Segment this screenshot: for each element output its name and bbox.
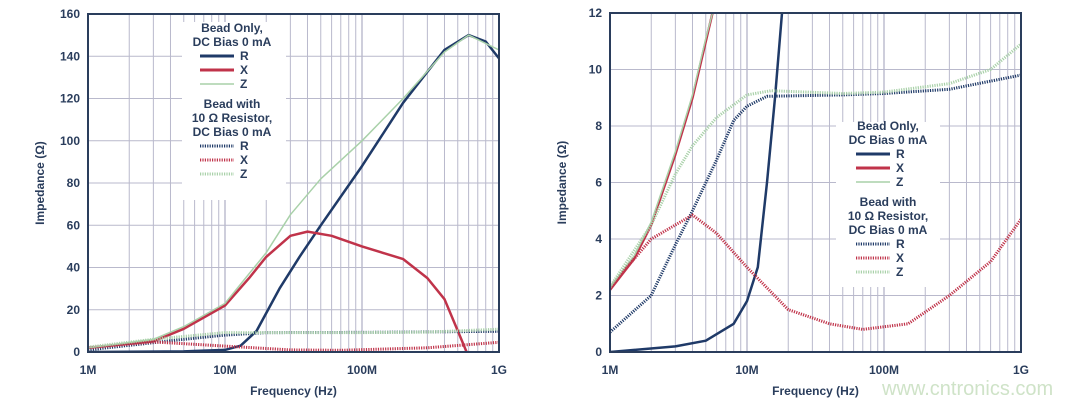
x-tick-label: 1M <box>602 363 619 377</box>
series-group2-Z <box>610 42 1021 288</box>
chart-1: 0 20 40 60 80 100 120 140 160 1M 10M 100M 1G Frequenc… <box>33 7 507 398</box>
y-tick-label: 2 <box>595 289 602 303</box>
y-tick-label: 120 <box>60 92 80 106</box>
series-group1-R <box>610 13 784 352</box>
legend-label-group1-Z: Z <box>240 77 247 91</box>
y-axis-label: Impedance (Ω) <box>33 141 47 225</box>
series-group1-R <box>88 33 499 352</box>
legend-title: Bead with <box>204 97 261 111</box>
y-tick-label: 0 <box>595 345 602 359</box>
y-tick-label: 80 <box>67 176 81 190</box>
y-axis-label: Impedance (Ω) <box>555 141 569 225</box>
x-tick-label: 10M <box>213 363 236 377</box>
x-tick-label: 1G <box>491 363 507 377</box>
series-group <box>610 13 1021 352</box>
y-tick-label: 160 <box>60 7 80 21</box>
y-tick-label: 8 <box>595 119 602 133</box>
series-group2-R <box>610 73 1021 334</box>
watermark: www.cntronics.com <box>882 378 1054 400</box>
y-tick-label: 4 <box>595 232 602 246</box>
y-tick-label: 40 <box>67 261 81 275</box>
y-tick-label: 0 <box>73 345 80 359</box>
legend-label-group1-X: X <box>240 63 248 77</box>
legend-label-group2-R: R <box>240 139 249 153</box>
legend-label-group2-Z: Z <box>240 167 247 181</box>
series-group1-Z <box>610 13 714 288</box>
legend-label-group1-R: R <box>240 49 249 63</box>
y-tick-label: 60 <box>67 218 81 232</box>
y-tick-label: 6 <box>595 176 602 190</box>
legend-title: Bead Only, <box>857 119 919 133</box>
x-axis-label: Frequency (Hz) <box>772 384 859 398</box>
y-tick-label: 140 <box>60 49 80 63</box>
chart-2: 0 2 4 6 8 10 12 1M 10M 100M 1G Frequency (Hz) Impeda… <box>555 6 1029 398</box>
y-tick-label: 100 <box>60 134 80 148</box>
x-tick-label: 100M <box>869 363 899 377</box>
legend-title: DC Bias 0 mA <box>193 125 272 139</box>
plot-frame <box>87 13 500 353</box>
y-tick-label: 10 <box>589 63 603 77</box>
legend-label-group1-X: X <box>896 161 904 175</box>
y-tick-label: 20 <box>67 303 81 317</box>
x-tick-label: 1G <box>1013 363 1029 377</box>
legend-title: DC Bias 0 mA <box>849 133 928 147</box>
legend-title: Bead with <box>860 195 917 209</box>
x-tick-label: 100M <box>347 363 377 377</box>
legend-label-group2-Z: Z <box>896 265 903 279</box>
x-axis-label: Frequency (Hz) <box>250 384 337 398</box>
legend-title: DC Bias 0 mA <box>193 35 272 49</box>
legend-label-group1-Z: Z <box>896 175 903 189</box>
series-group <box>88 33 499 352</box>
legend-label-group1-R: R <box>896 147 905 161</box>
x-tick-label: 10M <box>735 363 758 377</box>
legend-title: Bead Only, <box>201 21 263 35</box>
plot-frame <box>609 12 1022 353</box>
legend-background <box>182 22 286 200</box>
legend-title: 10 Ω Resistor, <box>192 111 272 125</box>
series-group2-X <box>88 340 499 352</box>
legend-title: 10 Ω Resistor, <box>848 209 928 223</box>
series-group1-X <box>88 230 468 352</box>
legend-title: DC Bias 0 mA <box>849 223 928 237</box>
legend-label-group2-R: R <box>896 237 905 251</box>
series-group1-X <box>610 13 714 291</box>
legend-label-group2-X: X <box>896 251 904 265</box>
y-tick-label: 12 <box>589 6 603 20</box>
x-tick-label: 1M <box>80 363 97 377</box>
legend-label-group2-X: X <box>240 153 248 167</box>
series-group2-Z <box>88 327 499 349</box>
series-group1-Z <box>88 34 499 349</box>
series-group2-X <box>610 213 1021 331</box>
